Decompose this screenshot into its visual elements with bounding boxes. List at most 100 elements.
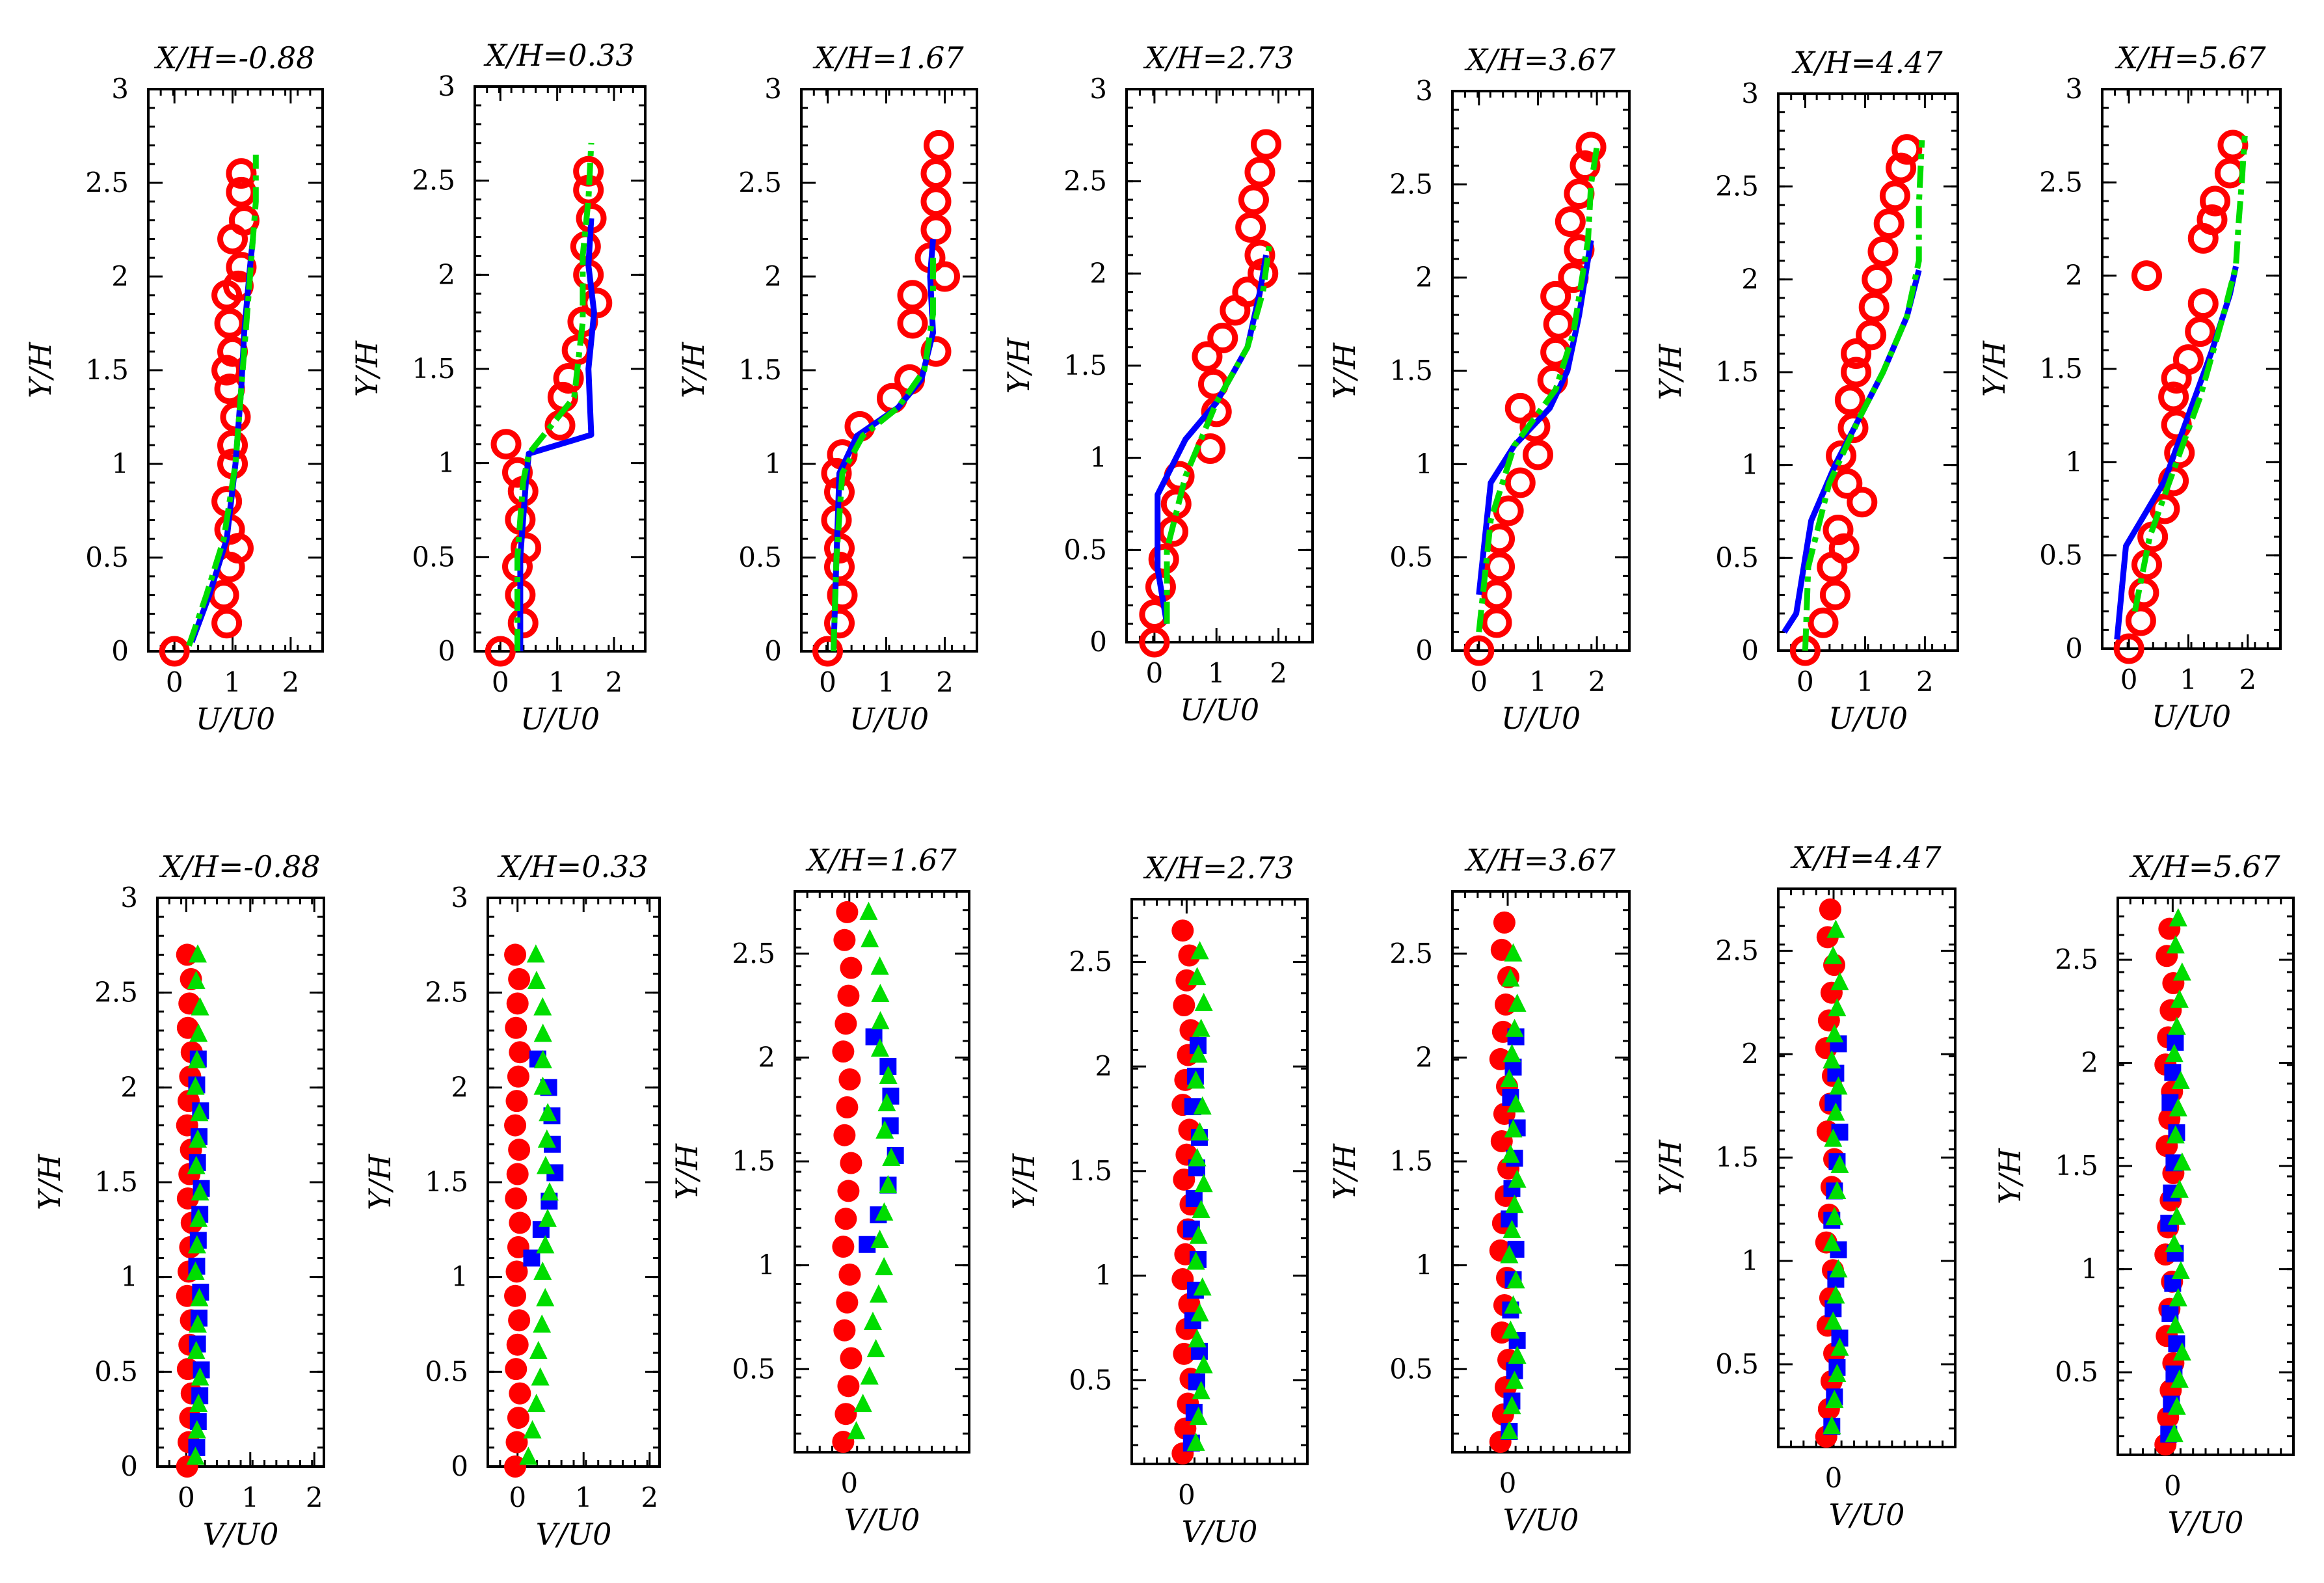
panel-v-5: X/H=3.67 0.5 1 1.5 2 2.5 0V/U0 Y/H — [1327, 843, 1631, 1537]
model-green-marker — [2169, 908, 2187, 927]
experiment-marker — [1856, 319, 1887, 351]
experiment-marker — [553, 362, 584, 394]
y-tick-label: 1 — [758, 1249, 775, 1281]
experiment-marker — [1171, 919, 1194, 942]
experiment-marker — [836, 1291, 859, 1314]
experiment-marker — [1819, 579, 1850, 610]
y-tick-label: 2 — [438, 258, 455, 290]
experiment-marker — [490, 429, 522, 460]
experiment-marker — [217, 429, 248, 461]
experiment-marker — [833, 1124, 856, 1146]
x-axis-label: V/U0 — [203, 1517, 279, 1552]
model-green-marker — [1824, 945, 1843, 964]
model-green-marker — [536, 1235, 555, 1254]
y-tick-label: 1.5 — [1715, 356, 1759, 388]
y-tick-label: 2.5 — [85, 167, 129, 198]
model-green-marker — [186, 1262, 205, 1280]
model-green-marker — [189, 1394, 208, 1413]
model-green-marker — [1505, 1018, 1524, 1037]
y-tick-label: 0.5 — [94, 1355, 138, 1387]
y-tick-label: 2.5 — [1063, 165, 1107, 197]
y-tick-label: 1.5 — [1389, 355, 1433, 386]
y-tick-label: 1.5 — [412, 353, 455, 385]
experiment-marker — [508, 967, 531, 990]
model-green-marker — [1188, 1329, 1207, 1347]
model-green-marker — [877, 1092, 896, 1111]
experiment-marker — [511, 532, 542, 563]
y-tick-label: 2.5 — [732, 938, 775, 969]
y-tick-label: 0.5 — [732, 1353, 775, 1385]
model-green-marker — [866, 1339, 885, 1358]
y-tick-label: 0.5 — [2055, 1356, 2098, 1388]
y-tick-label: 1.5 — [2039, 353, 2083, 385]
x-tick-label: 0 — [1470, 666, 1488, 697]
x-tick-label: 2 — [282, 666, 299, 698]
model-green-marker — [875, 1257, 894, 1276]
panel-title: X/H=1.67 — [812, 40, 964, 75]
experiment-marker — [812, 636, 843, 667]
y-tick-label: 2 — [2065, 260, 2083, 291]
model-green-marker — [1504, 943, 1523, 962]
y-tick-label: 0 — [451, 1450, 468, 1482]
plot-frame — [2117, 897, 2295, 1456]
model-green-marker — [847, 1421, 866, 1440]
y-tick-label: 0 — [438, 635, 455, 667]
panel-title: X/H=2.73 — [1143, 850, 1294, 886]
model-green-marker — [1193, 1277, 1212, 1296]
panel-v-6: X/H=4.47 0.5 1 1.5 2 2.5 0V/U0 Y/H — [1653, 840, 1957, 1532]
experiment-marker — [1828, 533, 1860, 564]
y-tick-label: 2.5 — [2039, 166, 2083, 198]
model-green-marker — [189, 944, 207, 963]
experiment-marker — [1543, 308, 1574, 340]
model-green-line — [514, 142, 594, 651]
experiment-marker — [824, 608, 855, 639]
experiment-marker — [505, 1260, 528, 1283]
experiment-marker — [837, 1375, 860, 1398]
experiment-marker — [506, 1163, 529, 1185]
model-green-marker — [189, 1314, 207, 1333]
panel-v-3: X/H=1.67 0.5 1 1.5 2 2.5 0V/U0 Y/H — [669, 843, 970, 1537]
x-axis-label: U/U0 — [849, 701, 929, 737]
experiment-marker — [897, 308, 928, 339]
experiment-marker — [840, 1347, 862, 1370]
model-green-marker — [523, 1420, 542, 1439]
panel-v-1: X/H=-0.88 0 0.5 1 1.5 2 2.5 3 0 1 2 V/U0 Y/H — [32, 849, 325, 1552]
x-tick-label: 0 — [178, 1482, 195, 1513]
experiment-marker — [505, 1016, 528, 1039]
experiment-marker — [1823, 515, 1854, 546]
y-tick-label: 1 — [1415, 448, 1433, 480]
model-green-marker — [2166, 1315, 2185, 1334]
x-tick-label: 1 — [1529, 666, 1547, 697]
model-green-marker — [2167, 1206, 2186, 1225]
experiment-marker — [920, 186, 952, 217]
y-tick-label: 1 — [1089, 442, 1107, 474]
model-green-marker — [1828, 1363, 1847, 1382]
y-tick-label: 2 — [2081, 1047, 2098, 1079]
x-axis-label: V/U0 — [536, 1517, 612, 1552]
x-tick-label: 0 — [492, 666, 509, 698]
model-green-marker — [187, 1235, 206, 1254]
experiment-marker — [836, 900, 859, 923]
model-green-marker — [1192, 1018, 1210, 1037]
experiment-marker — [1847, 487, 1878, 518]
y-tick-label: 2 — [1089, 257, 1107, 289]
experiment-marker — [2185, 316, 2216, 347]
experiment-marker — [1555, 206, 1586, 237]
y-axis-label: Y/H — [1001, 337, 1036, 394]
y-tick-label: 0.5 — [1389, 541, 1433, 573]
model-green-marker — [1189, 1407, 1208, 1426]
x-axis-label: U/U0 — [2152, 699, 2231, 734]
experiment-marker — [176, 1016, 199, 1039]
model-green-marker — [1504, 1119, 1523, 1138]
experiment-marker — [1879, 180, 1910, 211]
plot-frame — [1125, 88, 1314, 643]
model-green-marker — [1826, 1285, 1845, 1304]
y-axis-label: Y/H — [1006, 1153, 1041, 1210]
y-tick-label: 1.5 — [1389, 1145, 1433, 1177]
experiment-marker — [920, 158, 952, 189]
experiment-marker — [1886, 152, 1917, 183]
model-green-line — [186, 154, 259, 647]
model-green-marker — [879, 1175, 898, 1194]
